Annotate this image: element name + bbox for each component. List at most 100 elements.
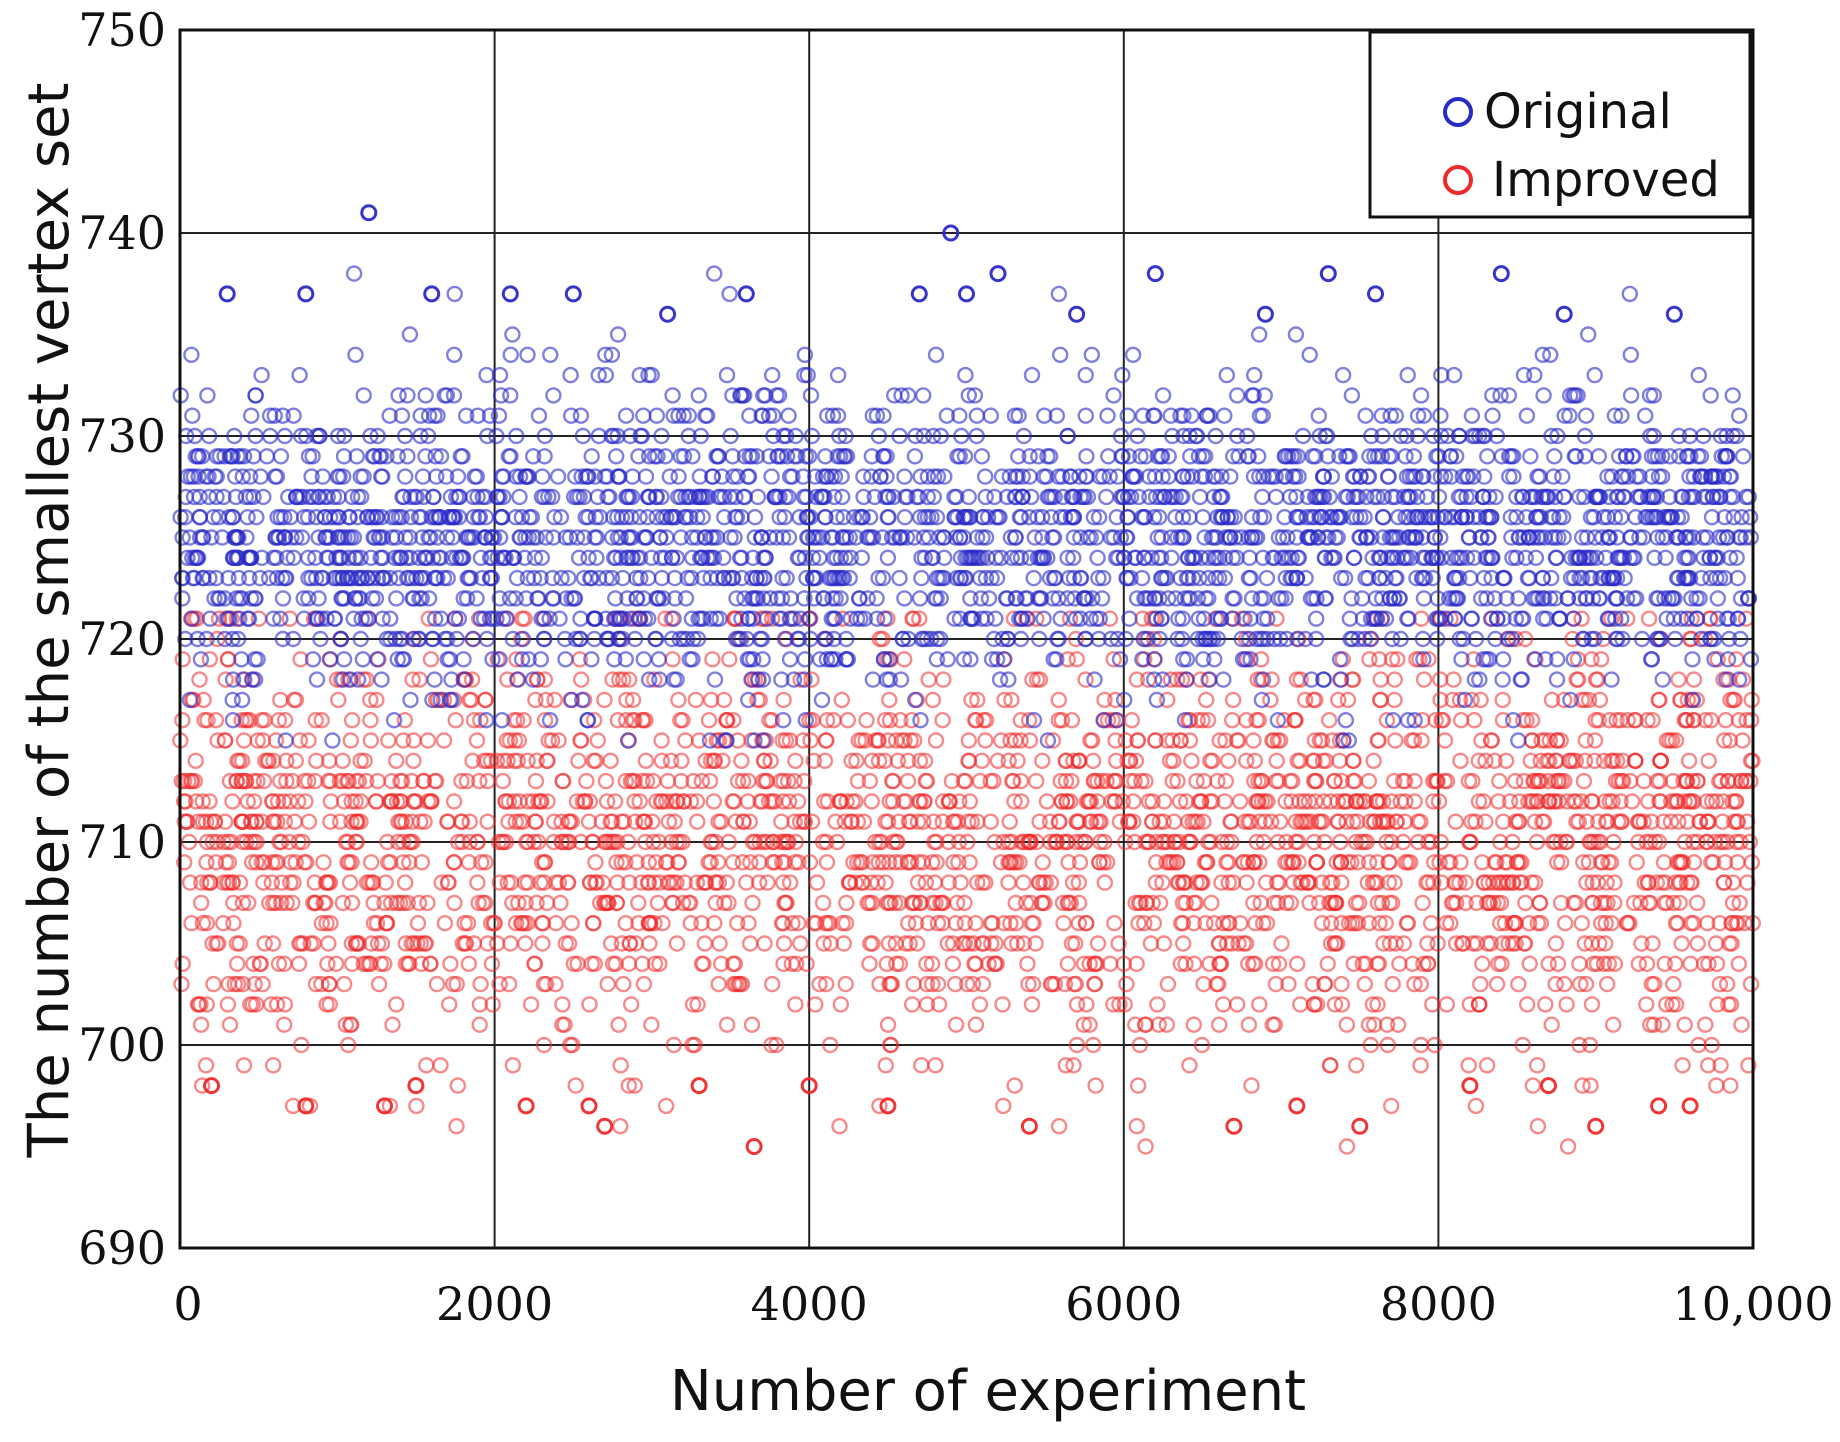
data-point-outlier: [376, 1097, 393, 1115]
data-point: [1292, 874, 1309, 891]
data-point: [1273, 590, 1290, 607]
data-point: [508, 468, 525, 485]
data-point: [1506, 915, 1523, 932]
data-point: [279, 549, 296, 566]
data-point: [977, 488, 994, 506]
data-point: [789, 549, 807, 566]
data-point: [818, 712, 836, 729]
data-point: [1717, 712, 1734, 729]
data-point: [818, 732, 835, 749]
data-point: [565, 955, 582, 972]
data-point: [689, 813, 706, 830]
data-point: [1131, 1036, 1149, 1054]
data-point: [1057, 1057, 1075, 1074]
data-point: [1164, 732, 1181, 749]
data-point: [837, 549, 854, 566]
data-point: [892, 671, 910, 688]
data-point: [832, 996, 849, 1013]
data-point: [1676, 793, 1693, 810]
data-point: [187, 752, 204, 769]
data-point: [637, 468, 655, 485]
data-point: [573, 671, 590, 688]
data-point: [401, 854, 418, 871]
data-point: [1151, 630, 1168, 648]
data-point: [1742, 975, 1760, 993]
data-point: [1201, 955, 1218, 972]
data-point: [907, 691, 924, 709]
data-point: [329, 427, 347, 445]
data-point: [733, 509, 750, 526]
data-point: [203, 529, 220, 546]
data-point: [617, 772, 634, 790]
data-point: [755, 732, 772, 749]
data-point: [1301, 894, 1318, 912]
data-point: [1559, 590, 1577, 607]
data-point: [183, 772, 201, 790]
data-point: [1260, 468, 1278, 485]
data-point: [211, 448, 229, 465]
data-point: [1033, 509, 1051, 526]
data-point: [536, 671, 553, 688]
data-point: [417, 387, 434, 404]
data-point: [967, 915, 984, 932]
data-point: [1381, 894, 1398, 912]
data-point: [1460, 529, 1478, 546]
data-point: [536, 712, 554, 729]
data-point: [497, 793, 514, 810]
data-point: [1576, 427, 1594, 445]
data-point: [1427, 712, 1444, 729]
data-point: [438, 529, 456, 546]
data-point: [261, 407, 279, 424]
data-point: [1072, 529, 1089, 546]
data-point: [587, 468, 604, 485]
data-point: [1041, 569, 1059, 587]
data-point: [962, 610, 980, 627]
data-point: [445, 854, 463, 871]
data-point: [1326, 772, 1343, 790]
data-point: [891, 569, 908, 587]
data-point: [227, 590, 245, 607]
data-point: [704, 468, 721, 485]
data-point: [1189, 813, 1206, 830]
data-point: [1331, 651, 1349, 668]
data-point: [670, 691, 687, 709]
data-point: [1098, 772, 1115, 790]
data-point: [644, 772, 662, 790]
data-point: [1268, 752, 1285, 769]
data-point: [1408, 569, 1425, 587]
data-point: [880, 732, 897, 749]
data-point: [484, 996, 501, 1013]
data-point: [1277, 833, 1295, 851]
data-point: [940, 833, 957, 851]
data-point: [1703, 1036, 1720, 1054]
data-point: [1578, 874, 1595, 891]
data-point: [775, 772, 792, 790]
data-point: [1070, 894, 1088, 912]
data-point: [773, 448, 790, 465]
data-point: [1170, 874, 1188, 891]
data-point: [1432, 691, 1449, 709]
data-point: [1709, 996, 1726, 1013]
data-point: [1174, 529, 1192, 546]
data-point: [822, 1036, 839, 1054]
data-point: [1051, 813, 1068, 830]
data-point: [1065, 1057, 1082, 1074]
data-point: [1597, 915, 1614, 932]
data-point: [707, 874, 724, 891]
data-point: [282, 854, 299, 871]
data-point: [1071, 468, 1088, 485]
data-point: [1387, 935, 1404, 952]
data-point: [293, 1036, 310, 1054]
data-point: [1197, 691, 1215, 709]
data-point: [536, 630, 553, 648]
data-point: [1439, 427, 1457, 445]
data-point: [198, 854, 215, 871]
data-point: [746, 529, 763, 546]
data-point: [917, 874, 935, 891]
data-point: [1351, 468, 1369, 485]
data-point: [963, 549, 980, 566]
data-point: [691, 468, 709, 485]
data-point: [1320, 712, 1338, 729]
data-point: [1185, 915, 1203, 932]
data-point: [1452, 488, 1470, 506]
